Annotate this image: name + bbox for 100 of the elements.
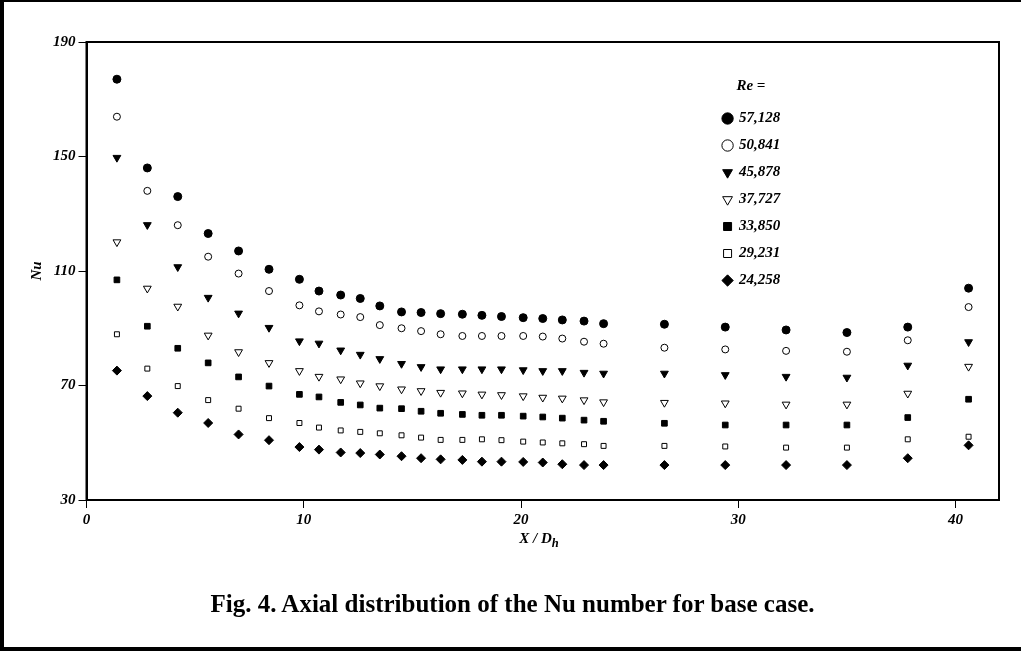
legend-label: 29,231 [738,244,781,261]
point [457,454,468,465]
point [205,397,212,404]
point [498,437,505,444]
point [417,407,425,415]
point [600,417,607,425]
point [173,303,183,312]
point [558,414,566,422]
point [357,428,364,435]
point [264,435,274,446]
point [397,324,406,333]
point [497,366,506,375]
point [557,368,567,376]
point [903,336,912,345]
point [314,340,324,349]
point [660,370,669,379]
point [113,276,121,284]
point [314,307,323,316]
point [538,314,548,324]
point [843,444,850,451]
point [296,420,303,426]
point [783,444,790,451]
point [235,373,242,381]
point [142,163,152,173]
legend-label: 37,727 [738,190,781,207]
point [964,363,973,372]
point [457,366,467,375]
point [519,331,528,340]
point [599,399,608,408]
x-tick-label: 10 [296,510,312,527]
point [498,411,505,419]
point [416,453,427,464]
point [477,391,487,400]
point [537,457,548,468]
point [418,434,425,441]
point [436,330,445,339]
point [234,246,244,256]
point [659,319,669,329]
point [375,301,385,311]
point [782,421,790,429]
point [497,331,506,340]
point [600,442,607,449]
point [963,440,974,451]
point [203,418,214,428]
point [355,293,365,303]
point [520,438,527,445]
point [234,269,243,278]
point [659,460,670,471]
point [599,339,608,348]
point [375,356,385,364]
point [720,372,730,380]
y-tick-label: 190 [53,32,76,49]
point [457,390,467,399]
point [436,309,446,319]
point [721,345,730,354]
point [964,303,973,312]
point [782,346,791,355]
point [903,390,913,399]
point [396,451,407,462]
legend-title: Re = [735,77,766,94]
point [203,294,213,303]
point [233,429,244,440]
point [518,393,528,402]
point [376,430,383,437]
point [314,286,324,296]
point [336,290,346,300]
point [496,312,506,322]
text: Fig. 4. Axial distribution of the Nu number for base case. [209,590,816,618]
point [478,436,485,443]
point [843,421,851,429]
legend-label: 45,878 [738,163,781,180]
point [142,285,152,294]
point [437,436,444,443]
point [314,373,324,382]
point [144,365,151,372]
point [781,460,792,471]
point [579,460,590,471]
point [204,359,212,367]
point [336,376,346,385]
point [559,440,566,447]
point [265,382,273,390]
x-tick-label: 40 [947,510,964,527]
point [964,339,973,347]
point [660,343,669,352]
point [203,332,213,341]
point [781,373,791,382]
point [538,394,548,403]
point [266,415,272,422]
point [416,308,426,318]
point [235,405,242,412]
point [335,447,346,458]
point [518,367,528,376]
point [172,407,183,418]
point [203,229,213,238]
point [580,337,589,346]
point [264,264,274,274]
point [397,361,406,369]
point [538,332,547,341]
point [539,439,546,446]
point [295,368,304,376]
